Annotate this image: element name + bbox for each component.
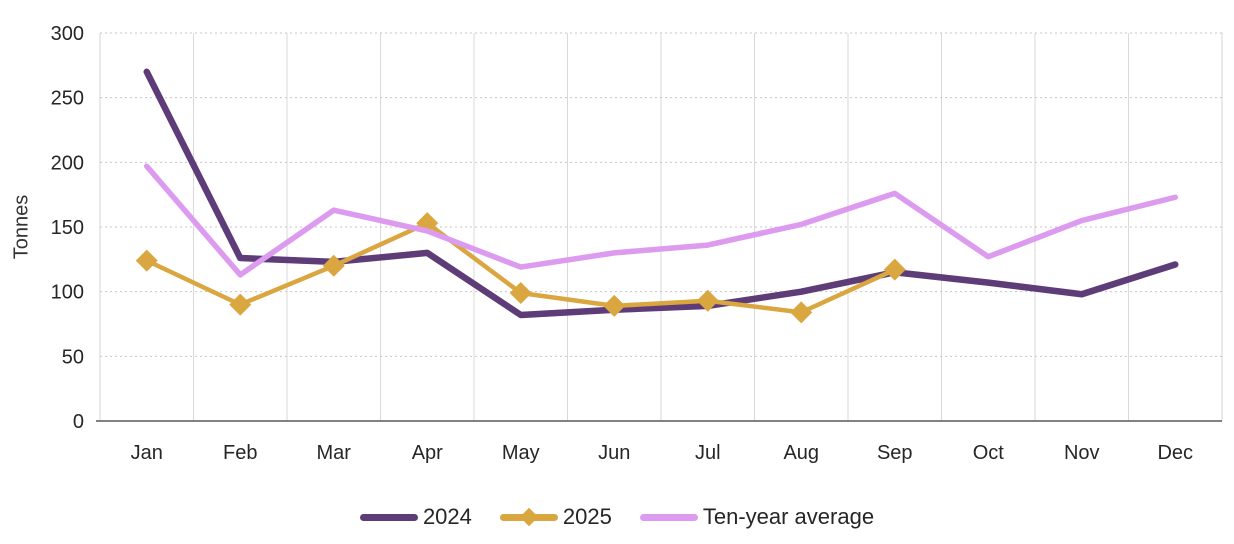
legend-swatch-2024 xyxy=(359,513,418,521)
legend-swatch-ten-year-average xyxy=(639,513,698,521)
data-point-diamond-marker xyxy=(696,289,719,312)
y-axis-title: Tonnes xyxy=(10,194,33,260)
series-line-2024 xyxy=(143,68,1179,319)
data-point-diamond-marker xyxy=(229,293,252,316)
y-axis-tick-label: 200 xyxy=(51,152,84,174)
legend-item-2025: 2025 xyxy=(499,504,612,530)
data-point-diamond-marker xyxy=(509,281,532,304)
x-axis-tick-label: May xyxy=(502,442,540,464)
y-axis-tick-label: 50 xyxy=(62,346,84,368)
y-axis-tick-label: 250 xyxy=(51,88,84,110)
x-axis-tick-label: Apr xyxy=(412,442,443,464)
legend-item-2024: 2024 xyxy=(359,504,472,530)
legend-label-2024: 2024 xyxy=(422,504,472,529)
chart-plot-area: 0 50 100 150 200 250 300 Jan Feb Mar Apr May Jun Jul A… xyxy=(51,23,1223,464)
series-line-ten-year-average xyxy=(144,163,1178,278)
x-axis-tick-label: Jun xyxy=(598,442,630,464)
chart-legend: 2024 2025 Ten-year average xyxy=(0,499,1234,535)
y-axis-tick-label: 0 xyxy=(73,411,84,433)
data-point-diamond-marker xyxy=(603,294,626,317)
data-point-diamond-marker xyxy=(135,249,158,272)
x-axis-tick-label: Dec xyxy=(1157,442,1193,464)
x-axis-tick-label: Sep xyxy=(877,442,913,464)
x-axis-tick-label: Feb xyxy=(223,442,257,464)
y-axis-tick-label: 300 xyxy=(51,23,84,45)
data-point-diamond-marker xyxy=(790,301,813,324)
x-axis-tick-label: Aug xyxy=(783,442,819,464)
legend-diamond-marker-icon xyxy=(519,507,539,527)
x-axis-tick-label: Oct xyxy=(973,442,1005,464)
legend-swatch-2025 xyxy=(499,507,558,527)
x-axis-tick-label: Nov xyxy=(1064,442,1100,464)
legend-label-ten-year-average: Ten-year average xyxy=(702,504,875,529)
data-point-diamond-marker xyxy=(883,258,906,281)
y-axis-tick-label: 100 xyxy=(51,282,84,304)
data-point-diamond-marker xyxy=(322,254,345,277)
y-axis-tick-label: 150 xyxy=(51,217,84,239)
legend-label-2025: 2025 xyxy=(562,504,612,529)
legend-item-ten-year-average: Ten-year average xyxy=(639,504,875,530)
x-axis-tick-label: Mar xyxy=(317,442,352,464)
x-axis-tick-label: Jan xyxy=(131,442,163,464)
x-axis-tick-label: Jul xyxy=(695,442,721,464)
